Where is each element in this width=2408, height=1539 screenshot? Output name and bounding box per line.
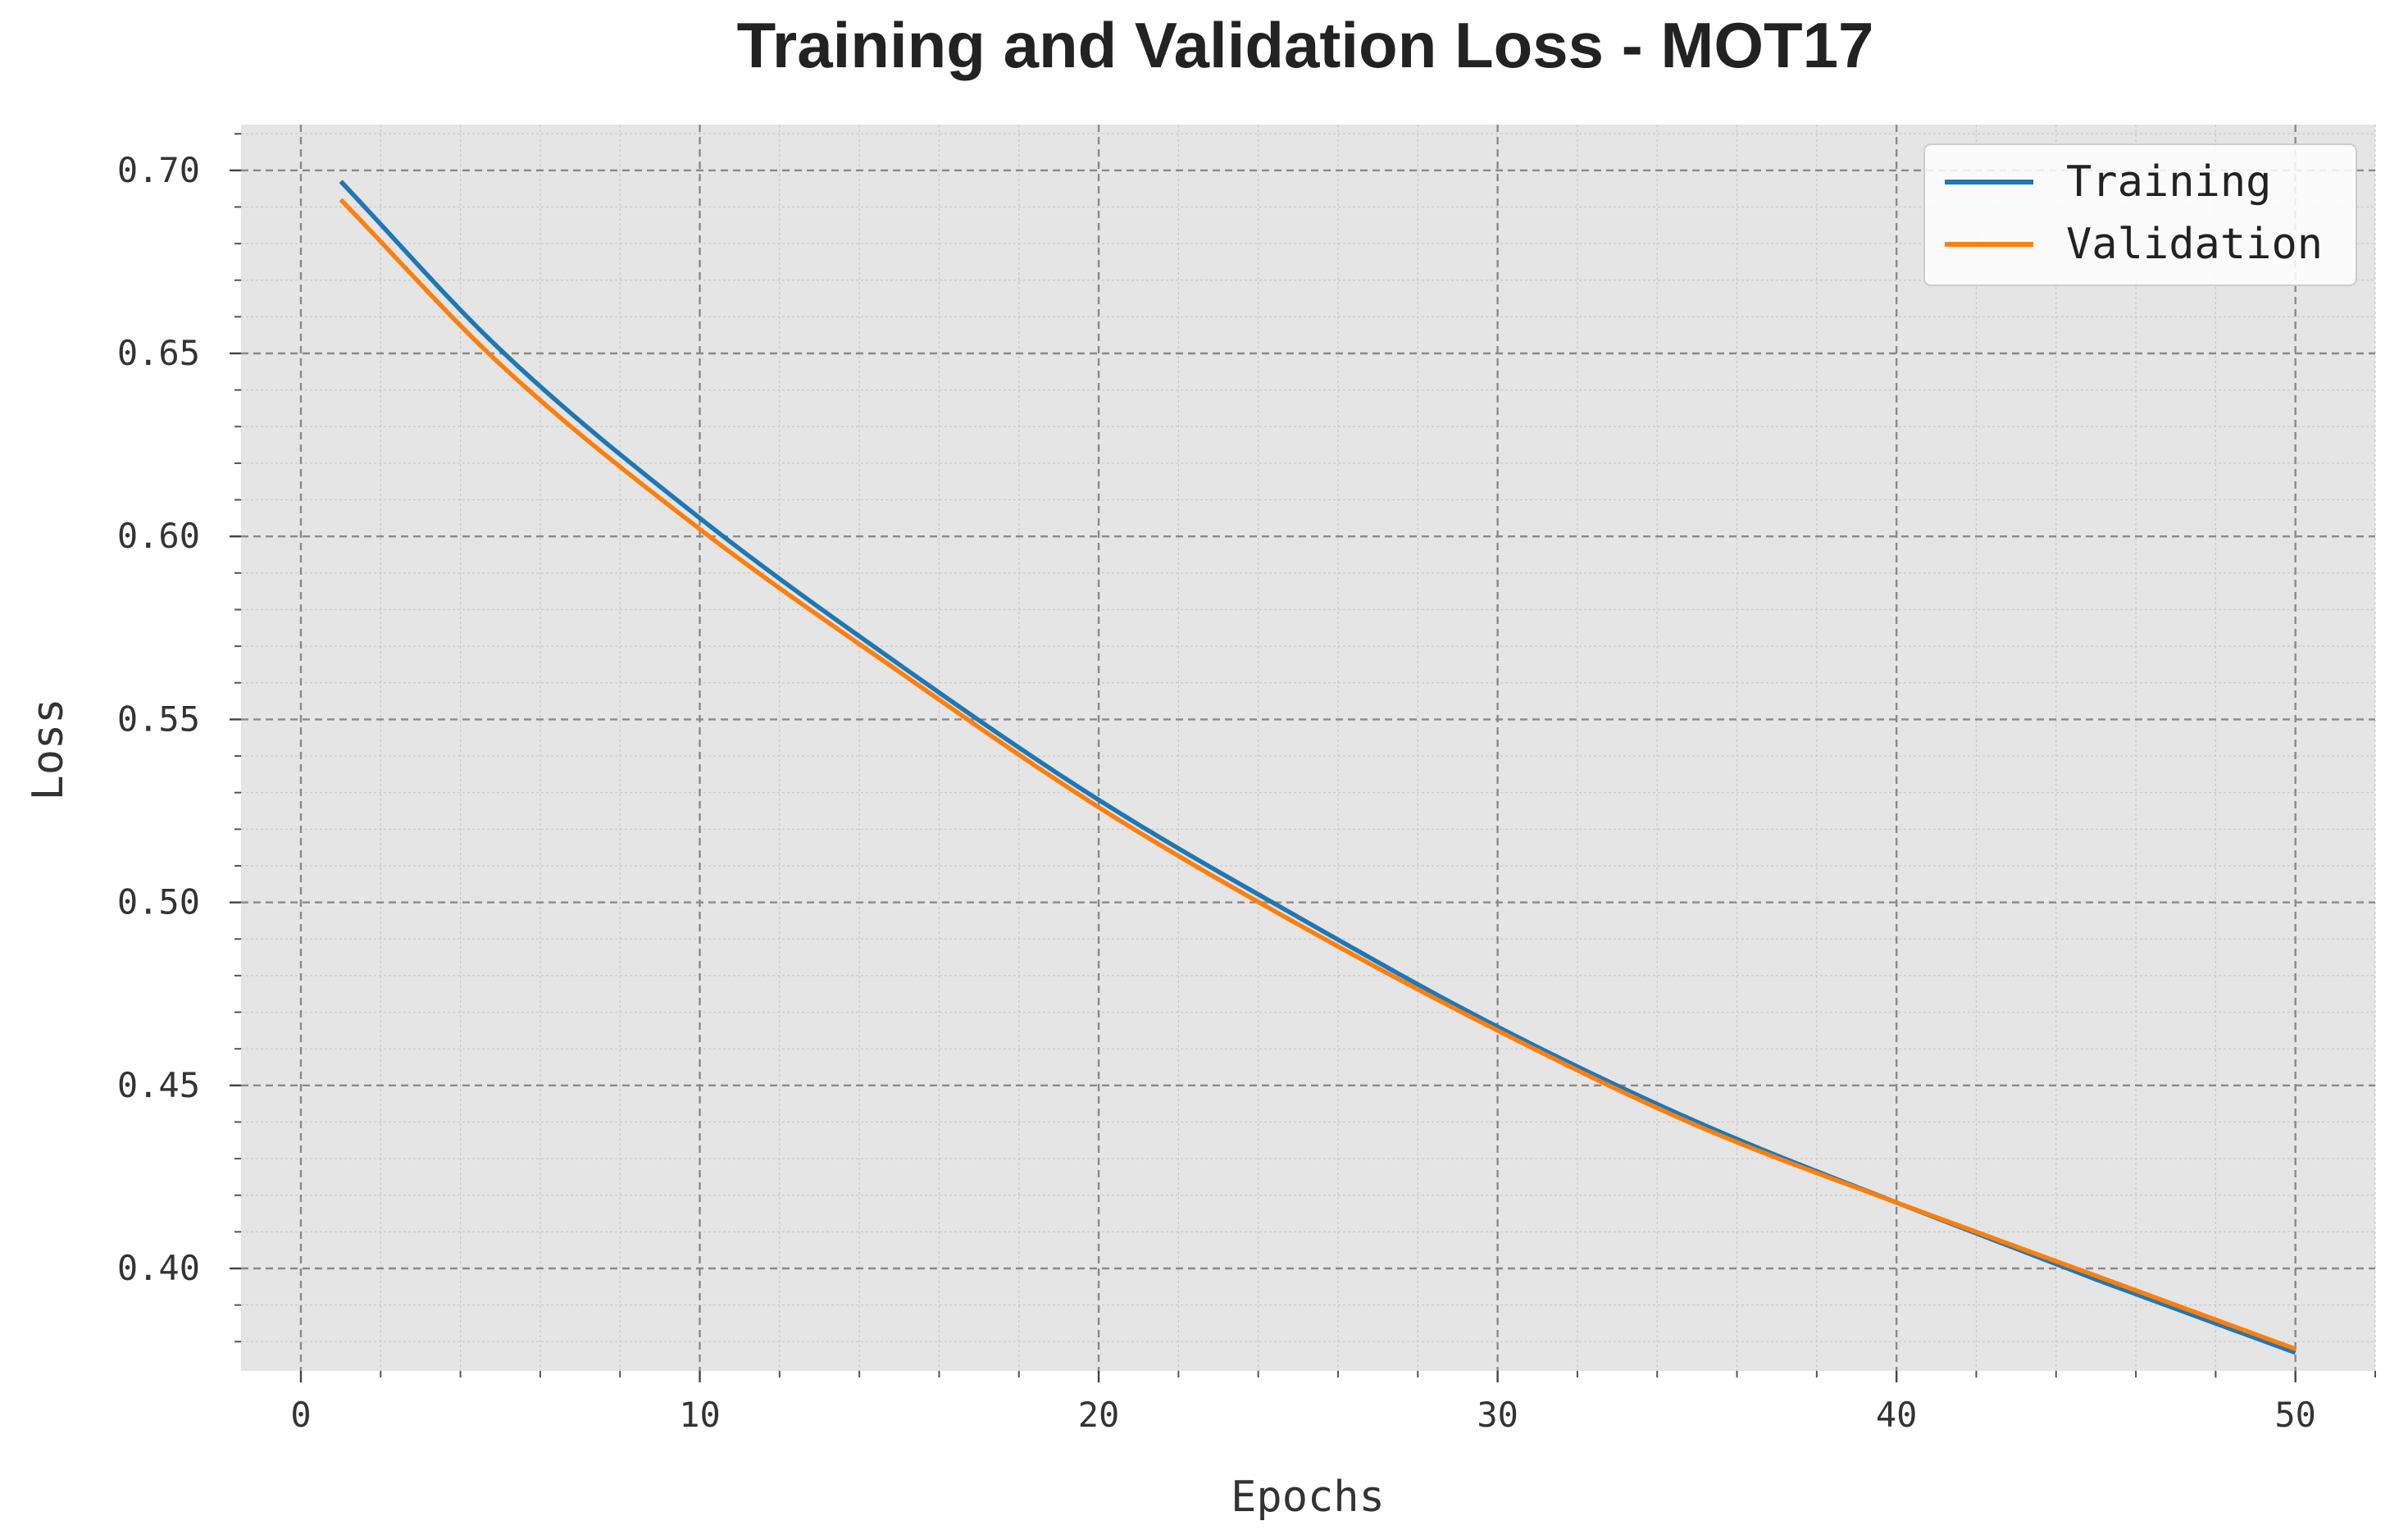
legend-label-validation: Validation xyxy=(2066,220,2323,269)
chart-title: Training and Validation Loss - MOT17 xyxy=(737,9,1874,81)
minor-grid xyxy=(241,125,2376,1371)
legend: Training Validation xyxy=(1923,143,2357,286)
series-line-validation xyxy=(339,198,2296,1351)
y-tick-label: 0.40 xyxy=(117,1248,200,1288)
x-tick-label: 20 xyxy=(1078,1395,1120,1435)
x-tick-label: 0 xyxy=(290,1395,311,1435)
y-tick-label: 0.45 xyxy=(117,1065,200,1105)
x-axis-label: Epochs xyxy=(1231,1473,1385,1522)
y-axis-label: Loss xyxy=(24,698,73,800)
x-tick-label: 10 xyxy=(679,1395,721,1435)
legend-label-training: Training xyxy=(2066,157,2271,207)
y-tick-label: 0.65 xyxy=(117,333,200,373)
y-tick-labels: 0.40 0.45 0.50 0.55 0.60 0.65 0.70 xyxy=(117,150,200,1288)
y-tick-label: 0.50 xyxy=(117,882,200,922)
y-tick-label: 0.55 xyxy=(117,699,200,739)
axis-ticks xyxy=(230,133,2376,1382)
y-tick-label: 0.70 xyxy=(117,150,200,190)
series-lines xyxy=(339,180,2296,1355)
x-tick-labels: 0 10 20 30 40 50 xyxy=(290,1395,2316,1435)
y-tick-label: 0.60 xyxy=(117,516,200,556)
x-tick-label: 50 xyxy=(2274,1395,2316,1435)
x-tick-label: 30 xyxy=(1477,1395,1518,1435)
x-tick-label: 40 xyxy=(1876,1395,1918,1435)
major-grid xyxy=(241,125,2375,1371)
plot-area xyxy=(241,125,2375,1371)
